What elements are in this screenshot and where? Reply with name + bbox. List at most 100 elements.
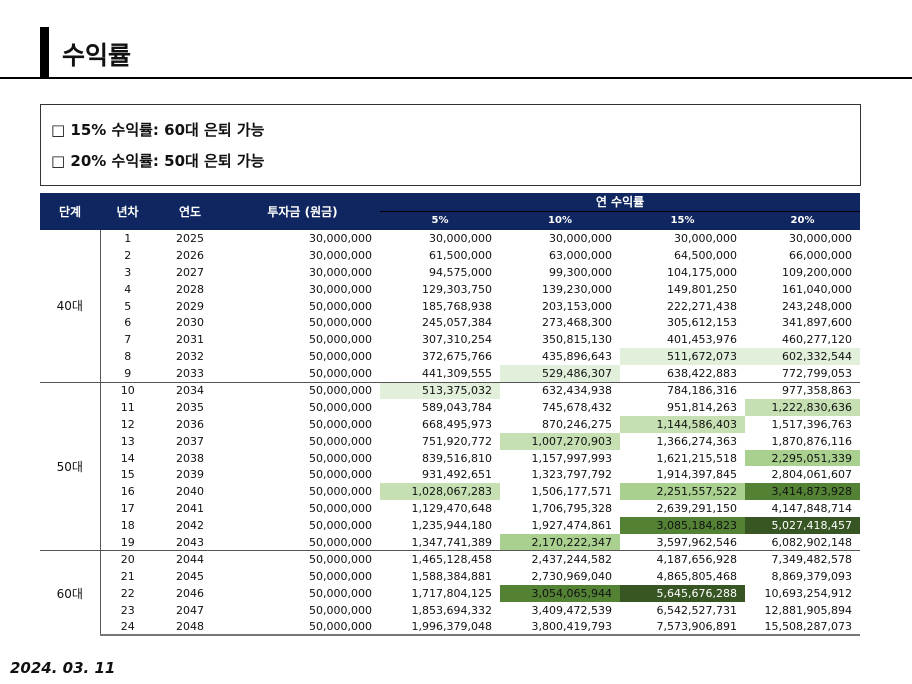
- value-cell: 3,414,873,928: [745, 483, 861, 501]
- year-no-cell: 2: [124, 248, 132, 262]
- year-no-cell: 15: [120, 468, 135, 482]
- year-no-cell: 20: [100, 550, 155, 568]
- year-cell: 2045: [176, 569, 204, 583]
- stage-cell: 40대: [40, 230, 101, 383]
- value-cell: 12,881,905,894: [764, 603, 853, 617]
- value-cell: 129,303,750: [422, 282, 492, 296]
- value-cell: 2,804,061,607: [771, 468, 853, 482]
- year-no-cell: 19: [120, 535, 135, 549]
- table-row: 16 2040 50,000,000 1,028,067,283 1,506,177,5…: [40, 483, 861, 501]
- year-no-cell: 12: [120, 417, 135, 431]
- value-cell: 1,465,128,458: [380, 550, 500, 568]
- table-row: 15 2039 50,000,000 931,492,651 1,323,797,792…: [40, 466, 860, 483]
- year-no-cell: 5: [124, 299, 132, 313]
- year-no-cell: 17: [120, 502, 135, 516]
- year-no-cell: 11: [120, 400, 135, 414]
- note-20: □ 20% 수익률: 50대 은퇴 가능: [51, 152, 265, 170]
- value-cell: 784,186,316: [620, 381, 745, 399]
- year-cell: 2037: [176, 434, 204, 448]
- value-cell: 243,248,000: [782, 299, 853, 313]
- value-cell: 61,500,000: [429, 248, 492, 262]
- table-row: 40대 1 2025 30,000,000 30,000,000 30,000,000 30…: [40, 230, 860, 383]
- value-cell: 2,295,051,339: [745, 449, 861, 467]
- investment-cell: 50,000,000: [309, 366, 372, 380]
- value-cell: 435,896,643: [542, 350, 612, 364]
- table-row: 22 2046 50,000,000 1,717,804,125 3,054,065,9…: [40, 584, 860, 602]
- value-cell: 7,349,482,578: [745, 550, 861, 568]
- value-cell: 30,000,000: [429, 231, 492, 245]
- value-cell: 4,865,805,468: [656, 569, 737, 583]
- year-no-cell: 1: [124, 231, 132, 245]
- year-no-cell: 9: [124, 366, 132, 380]
- header-rate-10: 10%: [500, 210, 620, 230]
- investment-cell: 50,000,000: [309, 468, 372, 482]
- value-cell: 245,057,384: [422, 316, 492, 330]
- value-cell: 185,768,938: [422, 299, 492, 313]
- value-cell: 222,271,438: [667, 299, 737, 313]
- stage-cell: 60대: [40, 550, 101, 636]
- value-cell: 99,300,000: [549, 265, 612, 279]
- value-cell: 1,129,470,648: [411, 502, 492, 516]
- table-row: 8 2032 50,000,000 372,675,766 435,896,643 511…: [40, 348, 861, 366]
- year-no-cell: 21: [120, 569, 135, 583]
- table-row: 19 2043 50,000,000 1,347,741,389 2,170,222,3…: [40, 534, 860, 551]
- table-row: 21 2045 50,000,000 1,588,384,881 2,730,969,0…: [40, 568, 860, 585]
- year-cell: 2036: [176, 417, 204, 431]
- returns-table: 단계 년차 연도 투자금 (원금) 연 수익률 5% 10% 15% 20% 4…: [40, 193, 861, 637]
- value-cell: 1,506,177,571: [531, 485, 612, 499]
- investment-cell: 50,000,000: [309, 519, 372, 533]
- value-cell: 6,082,902,148: [771, 535, 853, 549]
- header-rate-20: 20%: [745, 210, 861, 230]
- table-row: 3 2027 30,000,000 94,575,000 99,300,000 104,1…: [40, 264, 860, 281]
- investment-cell: 50,000,000: [225, 550, 380, 568]
- value-cell: 372,675,766: [422, 350, 492, 364]
- value-cell: 602,332,544: [745, 348, 861, 366]
- value-cell: 30,000,000: [674, 231, 737, 245]
- value-cell: 1,621,215,518: [656, 451, 737, 465]
- table-row: 60대 20 2044 50,000,000 1,465,128,458 2,437,24…: [40, 550, 861, 636]
- year-cell: 2032: [176, 350, 204, 364]
- value-cell: 3,409,472,539: [531, 603, 612, 617]
- table-row: 14 2038 50,000,000 839,516,810 1,157,997,993…: [40, 449, 861, 467]
- value-cell: 1,996,379,048: [380, 618, 500, 637]
- value-cell: 1,706,795,328: [531, 502, 612, 516]
- year-no-cell: 13: [120, 434, 135, 448]
- table-row: 2 2026 30,000,000 61,500,000 63,000,000 64,50…: [40, 247, 860, 264]
- value-cell: 1,366,274,363: [656, 434, 737, 448]
- table-row: 17 2041 50,000,000 1,129,470,648 1,706,795,3…: [40, 500, 860, 517]
- value-cell: 632,434,938: [500, 381, 620, 399]
- investment-cell: 50,000,000: [225, 381, 380, 399]
- value-cell: 66,000,000: [789, 248, 853, 262]
- value-cell: 307,310,254: [422, 333, 492, 347]
- value-cell: 3,800,419,793: [500, 618, 620, 637]
- year-no-cell: 18: [120, 519, 135, 533]
- table-row: 9 2033 50,000,000 441,309,555 529,486,307 638…: [40, 365, 860, 383]
- value-cell: 2,170,222,347: [500, 534, 620, 551]
- table-row: 24 2048 50,000,000 1,996,379,048 3,800,419,7…: [40, 618, 861, 637]
- value-cell: 3,054,065,944: [500, 584, 620, 602]
- header-rate-15: 15%: [620, 210, 745, 230]
- investment-cell: 50,000,000: [309, 400, 372, 414]
- value-cell: 931,492,651: [422, 468, 492, 482]
- value-cell: 839,516,810: [422, 451, 492, 465]
- value-cell: 203,153,000: [542, 299, 612, 313]
- table-row: 23 2047 50,000,000 1,853,694,332 3,409,472,5…: [40, 602, 860, 619]
- value-cell: 1,853,694,332: [411, 603, 492, 617]
- header-stage: 단계: [40, 193, 100, 230]
- value-cell: 4,187,656,928: [620, 550, 745, 568]
- year-no-cell: 6: [124, 316, 132, 330]
- year-cell: 2046: [176, 586, 204, 600]
- year-no-cell: 3: [124, 265, 132, 279]
- value-cell: 1,222,830,636: [745, 398, 861, 416]
- table-row: 7 2031 50,000,000 307,310,254 350,815,130 401…: [40, 331, 860, 348]
- year-no-cell: 10: [100, 381, 155, 399]
- value-cell: 8,869,379,093: [771, 569, 853, 583]
- date-label: 2024. 03. 11: [10, 659, 116, 677]
- value-cell: 1,927,474,861: [531, 519, 612, 533]
- value-cell: 1,007,270,903: [500, 432, 620, 450]
- value-cell: 1,517,396,763: [771, 417, 853, 431]
- value-cell: 341,897,600: [782, 316, 853, 330]
- value-cell: 511,672,073: [620, 348, 745, 366]
- investment-cell: 50,000,000: [309, 569, 372, 583]
- year-cell: 2038: [176, 451, 204, 465]
